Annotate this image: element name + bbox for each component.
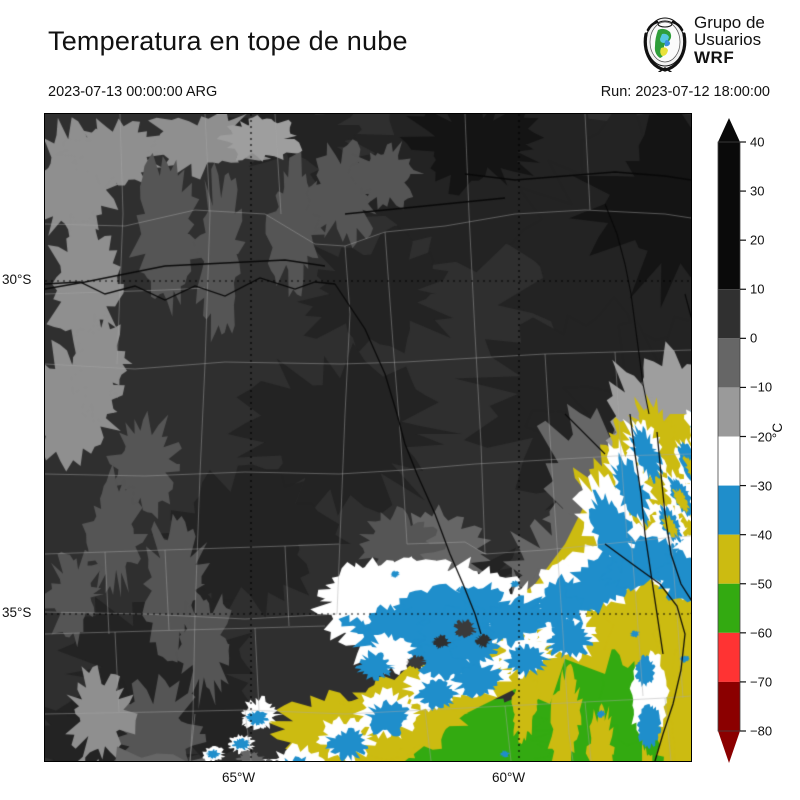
colorbar-tick-label: −50 [750, 576, 773, 592]
colorbar-tick-label: 10 [750, 281, 765, 297]
colorbar-tick-label: 0 [750, 330, 758, 346]
latitude-tick-35s: 35°S [2, 605, 32, 620]
wrf-globe-emblem-icon [640, 16, 690, 73]
colorbar-tick-label: −20 [750, 429, 773, 444]
model-run-label: Run: 2023-07-12 18:00:00 [600, 84, 770, 100]
map-plot-area [44, 113, 692, 762]
logo-text: Grupo de Usuarios WRF [694, 14, 765, 66]
colorbar-tick-label: −40 [750, 527, 773, 543]
logo-line-2: Usuarios [694, 30, 762, 50]
valid-time-label: 2023-07-13 00:00:00 ARG [48, 84, 218, 100]
wrf-user-group-logo: Grupo de Usuarios WRF [640, 14, 790, 74]
colorbar-tick-label: −60 [750, 625, 773, 641]
colorbar-gradient [717, 118, 746, 763]
colorbar-tick-label: −80 [750, 723, 773, 739]
page-title: Temperatura en tope de nube [48, 26, 408, 56]
longitude-tick-60w: 60°W [492, 770, 526, 785]
colorbar-tick-label: −30 [750, 478, 773, 494]
longitude-tick-65w: 65°W [222, 770, 256, 785]
cloud-top-temperature-field [45, 114, 691, 761]
logo-line-1: Grupo de [694, 13, 765, 32]
colorbar-unit-label: °C [770, 422, 786, 439]
logo-line-3: WRF [694, 47, 735, 67]
colorbar: °C 40 30 20 10 0 −10 −20 −30 −40 −50 −60 −70 −80 [712, 113, 792, 773]
colorbar-tick-label: −10 [750, 379, 773, 395]
colorbar-tick-label: 40 [750, 134, 765, 150]
latitude-tick-30s: 30°S [2, 272, 32, 287]
colorbar-tick-label: 20 [750, 232, 765, 248]
colorbar-tick-label: −70 [750, 674, 773, 690]
colorbar-tick-label: 30 [750, 183, 765, 199]
